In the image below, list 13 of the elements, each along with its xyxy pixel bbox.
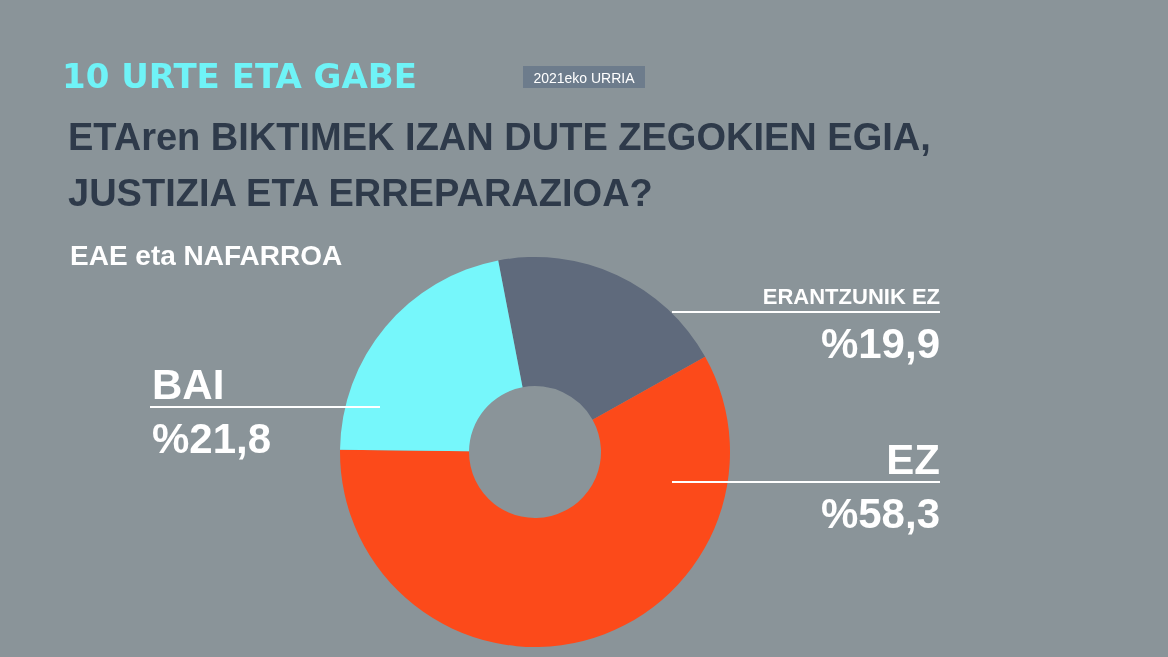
text: 10 URTE ETA GABE — [62, 56, 417, 96]
slice-label: BAI — [152, 361, 225, 408]
slice-label: ERANTZUNIK EZ — [762, 284, 940, 309]
slice-label: EZ — [886, 436, 940, 483]
text: 2021eko URRIA — [533, 70, 636, 86]
data-label: %58,3 — [820, 490, 940, 537]
chart-title: ETAren BIKTIMEK IZAN DUTE ZEGOKIEN EGIA, JUSTIZIA ETA ERREPARAZIOA? — [68, 116, 931, 214]
data-label: %21,8 — [152, 415, 272, 462]
donut-slice — [340, 356, 730, 647]
donut-slice — [498, 257, 706, 420]
donut-slice — [340, 260, 523, 452]
chart-subtitle: EAE eta NAFARROA — [70, 240, 343, 271]
data-label: %19,9 — [820, 320, 940, 367]
